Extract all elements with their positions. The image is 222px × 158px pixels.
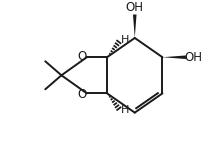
Text: OH: OH [126,1,144,14]
Text: OH: OH [185,51,203,64]
Polygon shape [133,15,137,38]
Text: O: O [77,88,86,101]
Text: H: H [121,35,129,45]
Text: O: O [77,50,86,63]
Text: H: H [121,106,129,115]
Polygon shape [163,55,186,59]
